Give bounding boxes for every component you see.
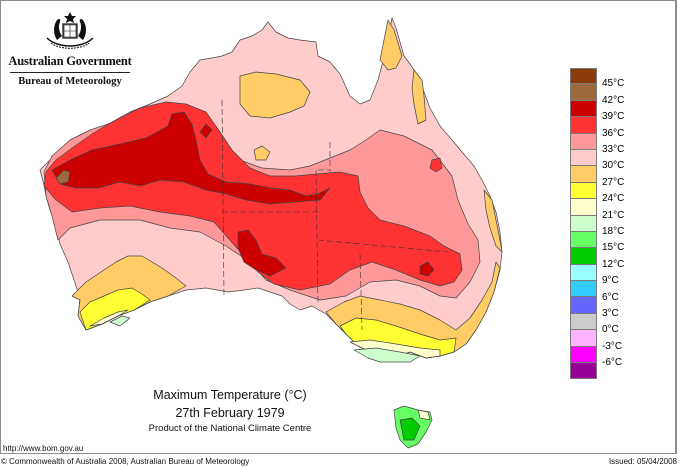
legend-swatch [570,149,597,167]
map-title: Maximum Temperature (°C) [153,388,307,402]
legend-label: 30°C [602,160,625,172]
bom-logo: Australian Government Bureau of Meteorol… [8,10,132,87]
legend-label: 24°C [602,193,625,205]
legend-swatch [570,215,597,232]
legend-label: 27°C [602,176,625,188]
map-product: Product of the National Climate Centre [148,423,312,434]
copyright-notice: © Commonwealth of Australia 2008, Austra… [1,457,250,466]
legend-swatch [570,166,597,183]
legend-swatch [570,182,597,200]
legend-label: -6°C [602,357,623,369]
legend-swatch [570,100,597,118]
legend-label: 3°C [602,308,619,319]
legend-swatch [570,199,597,216]
legend-label: 33°C [602,144,625,155]
government-name: Australian Government [8,54,132,68]
bureau-name: Bureau of Meteorology [18,76,122,87]
map-frame [0,0,677,454]
legend-label: -3°C [602,340,623,352]
legend-swatch [570,231,597,249]
legend-label: 0°C [602,324,619,336]
legend-label: 21°C [602,209,625,221]
legend-swatch [570,330,597,347]
temperature-legend: 45°C 42°C 39°C 36°C 33°C 30°C 27°C 24°C 21°C 18°C… [570,68,624,380]
legend-swatch [570,117,597,134]
legend-swatch [570,264,597,282]
legend-label: 9°C [602,275,619,287]
coat-of-arms-icon [46,12,94,49]
legend-label: 12°C [602,258,625,270]
legend-label: 18°C [602,226,625,237]
bom-website-link[interactable]: http://www.bom.gov.au [3,444,84,453]
legend-swatch [570,363,597,380]
map-date: 27th February 1979 [175,406,285,420]
legend-label: 36°C [602,127,625,139]
legend-swatch [570,346,597,364]
legend-label: 15°C [602,242,625,254]
legend-label: 39°C [602,111,625,123]
legend-label: 42°C [602,94,625,106]
legend-swatch [570,133,597,150]
legend-swatch [570,297,597,314]
header-divider [10,72,130,73]
issued-date: Issued: 05/04/2008 [608,457,677,466]
legend-label: 6°C [602,291,619,303]
legend-swatch [570,281,597,298]
legend-swatch [570,248,597,265]
legend-swatch [570,68,597,85]
legend-swatch [570,84,597,101]
legend-swatch [570,313,597,331]
legend-label: 45°C [602,78,625,90]
map-title-block: Maximum Temperature (°C) 27th February 1… [130,388,330,434]
